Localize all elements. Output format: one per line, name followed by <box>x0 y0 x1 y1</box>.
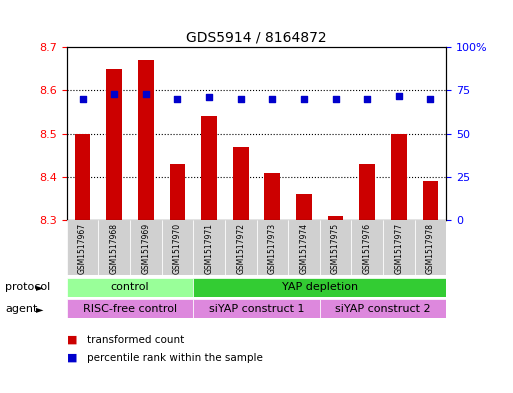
Bar <box>193 220 225 275</box>
Text: protocol: protocol <box>5 282 50 292</box>
Bar <box>106 69 122 220</box>
Text: GSM1517974: GSM1517974 <box>300 223 308 274</box>
Text: ■: ■ <box>67 335 77 345</box>
Bar <box>320 299 446 318</box>
Point <box>110 91 118 97</box>
Bar <box>383 220 415 275</box>
Text: RISC-free control: RISC-free control <box>83 304 177 314</box>
Bar <box>415 220 446 275</box>
Bar <box>162 220 193 275</box>
Text: GSM1517969: GSM1517969 <box>141 223 150 274</box>
Bar <box>201 116 217 220</box>
Point <box>331 96 340 102</box>
Point <box>426 96 435 102</box>
Point <box>236 96 245 102</box>
Text: GSM1517973: GSM1517973 <box>268 223 277 274</box>
Text: GSM1517967: GSM1517967 <box>78 223 87 274</box>
Text: GSM1517978: GSM1517978 <box>426 223 435 274</box>
Text: percentile rank within the sample: percentile rank within the sample <box>87 353 263 363</box>
Text: YAP depletion: YAP depletion <box>282 282 358 292</box>
Bar <box>351 220 383 275</box>
Bar <box>193 299 320 318</box>
Text: transformed count: transformed count <box>87 335 185 345</box>
Bar <box>67 220 98 275</box>
Text: GSM1517972: GSM1517972 <box>236 223 245 274</box>
Point <box>300 96 308 102</box>
Bar <box>67 299 193 318</box>
Bar <box>138 60 154 220</box>
Text: GSM1517976: GSM1517976 <box>363 223 372 274</box>
Bar <box>320 220 351 275</box>
Text: GSM1517975: GSM1517975 <box>331 223 340 274</box>
Bar <box>130 220 162 275</box>
Text: GSM1517971: GSM1517971 <box>205 223 213 274</box>
Point <box>363 96 371 102</box>
Bar <box>169 164 185 220</box>
Text: GSM1517970: GSM1517970 <box>173 223 182 274</box>
Point <box>78 96 87 102</box>
Bar <box>328 216 344 220</box>
Point <box>268 96 277 102</box>
Text: GSM1517977: GSM1517977 <box>394 223 403 274</box>
Bar <box>225 220 256 275</box>
Title: GDS5914 / 8164872: GDS5914 / 8164872 <box>186 31 327 44</box>
Point <box>173 96 182 102</box>
Point <box>394 92 403 99</box>
Bar <box>423 181 439 220</box>
Bar <box>264 173 280 220</box>
Text: GSM1517968: GSM1517968 <box>110 223 119 274</box>
Text: ►: ► <box>36 282 44 292</box>
Text: ►: ► <box>36 304 44 314</box>
Text: siYAP construct 1: siYAP construct 1 <box>209 304 304 314</box>
Bar <box>391 134 407 220</box>
Bar <box>193 278 446 297</box>
Point <box>205 94 213 101</box>
Bar <box>359 164 375 220</box>
Point <box>142 91 150 97</box>
Text: agent: agent <box>5 304 37 314</box>
Bar <box>256 220 288 275</box>
Bar <box>98 220 130 275</box>
Bar <box>233 147 249 220</box>
Text: control: control <box>111 282 149 292</box>
Bar <box>67 278 193 297</box>
Text: ■: ■ <box>67 353 77 363</box>
Text: siYAP construct 2: siYAP construct 2 <box>335 304 431 314</box>
Bar <box>74 134 90 220</box>
Bar <box>288 220 320 275</box>
Bar <box>296 194 312 220</box>
